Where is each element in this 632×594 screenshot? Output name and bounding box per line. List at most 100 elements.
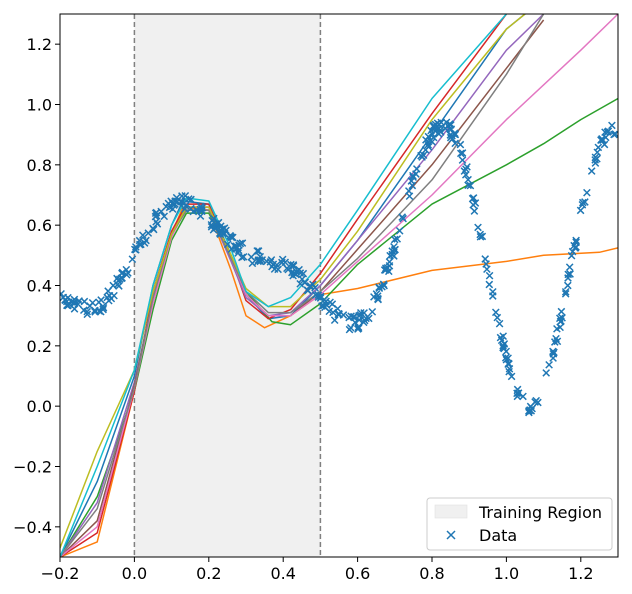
legend: Training Region Data xyxy=(426,497,613,551)
data-point xyxy=(128,255,137,264)
data-point xyxy=(469,194,478,202)
data-point xyxy=(412,170,420,178)
x-tick-label: 0.0 xyxy=(122,564,147,583)
data-point xyxy=(519,392,527,401)
x-tick-label: 0.2 xyxy=(196,564,221,583)
data-point xyxy=(476,230,485,239)
data-point xyxy=(427,126,435,135)
data-point xyxy=(391,245,399,254)
x-tick-label: 0.4 xyxy=(270,564,295,583)
axis-ticks-layer: −0.2 0.0 0.2 0.4 0.6 0.8 1.0 1.2 −0.4 −0.2 0.0 0.2 0… xyxy=(13,35,593,583)
data-point xyxy=(96,307,105,316)
data-point xyxy=(493,313,502,322)
data-point xyxy=(587,167,596,175)
data-point xyxy=(171,197,179,205)
y-tick-label: 0.8 xyxy=(27,156,52,175)
data-point xyxy=(75,297,83,305)
data-point xyxy=(505,367,513,376)
data-point xyxy=(564,270,573,279)
data-point xyxy=(466,181,475,190)
model-lines-layer xyxy=(60,14,618,557)
data-point xyxy=(561,289,570,298)
data-point xyxy=(514,389,523,397)
data-point xyxy=(424,143,433,151)
data-point xyxy=(296,269,305,277)
data-point xyxy=(417,151,425,160)
x-tick-label: 0.6 xyxy=(345,564,370,583)
y-tick-label: 0.4 xyxy=(27,277,52,296)
data-point xyxy=(446,121,455,129)
data-point xyxy=(476,232,485,241)
data-point xyxy=(274,265,282,274)
data-point xyxy=(485,271,494,280)
legend-marker-data xyxy=(446,530,456,540)
data-point xyxy=(474,223,482,232)
data-point xyxy=(549,347,557,356)
data-point xyxy=(137,240,145,249)
data-point xyxy=(463,163,471,171)
data-point xyxy=(289,262,298,270)
y-tick-label: −0.2 xyxy=(13,458,52,477)
series-line-model-7 xyxy=(60,14,618,557)
data-point xyxy=(262,257,271,266)
data-point xyxy=(180,198,189,207)
legend-label-data: Data xyxy=(479,526,517,545)
training-region-band xyxy=(134,14,321,557)
data-point xyxy=(227,232,235,241)
data-point xyxy=(118,269,126,278)
data-point xyxy=(187,195,195,204)
data-point xyxy=(610,130,618,139)
data-point xyxy=(181,205,189,213)
y-tick-label: 1.2 xyxy=(27,35,52,54)
data-point xyxy=(153,220,162,228)
data-point xyxy=(567,251,576,260)
data-point xyxy=(561,287,570,296)
data-point xyxy=(399,214,407,223)
data-point xyxy=(471,199,480,207)
data-point xyxy=(248,259,257,268)
data-point xyxy=(461,170,470,179)
data-point xyxy=(368,307,377,316)
data-point xyxy=(292,267,301,276)
data-point xyxy=(550,338,559,346)
data-point xyxy=(542,369,551,377)
data-point xyxy=(578,198,587,207)
data-point xyxy=(173,197,181,206)
data-point xyxy=(372,290,381,298)
x-tick-label: 1.2 xyxy=(568,564,593,583)
data-point xyxy=(603,128,612,136)
data-point xyxy=(238,239,247,247)
data-point xyxy=(88,298,97,307)
data-point xyxy=(594,143,603,152)
data-point xyxy=(223,240,232,249)
data-point xyxy=(300,278,309,287)
data-point xyxy=(83,307,92,316)
data-point xyxy=(451,139,460,148)
data-points-layer xyxy=(60,118,618,417)
series-line-model-10 xyxy=(60,14,508,557)
data-point xyxy=(393,235,402,243)
data-point xyxy=(571,244,580,252)
data-point xyxy=(278,258,286,267)
data-point xyxy=(209,214,218,223)
data-point xyxy=(470,207,479,215)
data-point xyxy=(597,136,605,144)
data-point xyxy=(350,312,359,321)
training-region-layer xyxy=(133,14,322,557)
data-point xyxy=(458,149,467,157)
data-point xyxy=(253,247,262,255)
data-point xyxy=(381,264,390,273)
data-point xyxy=(354,325,362,333)
data-point xyxy=(608,121,616,130)
data-point xyxy=(113,280,122,289)
y-tick-label: 0.0 xyxy=(27,397,52,416)
data-point xyxy=(557,307,566,316)
data-point xyxy=(362,314,370,323)
data-point xyxy=(549,354,557,362)
data-point xyxy=(311,283,319,292)
data-point xyxy=(70,299,79,308)
data-point xyxy=(501,353,510,362)
data-point xyxy=(430,122,438,130)
legend-swatch-training-region xyxy=(434,504,468,519)
data-point xyxy=(419,151,428,160)
